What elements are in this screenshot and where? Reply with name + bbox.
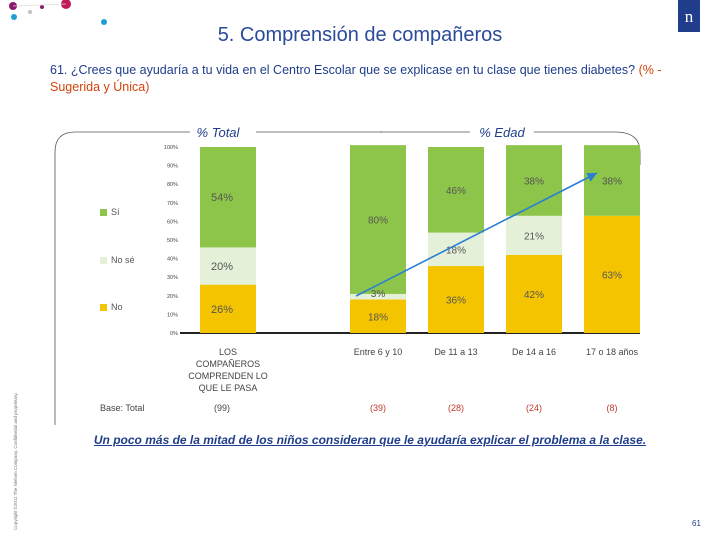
question-note: (% - Sugerida y Única) <box>50 63 662 94</box>
y-tick-label: 20% <box>167 294 178 300</box>
data-label: 26% <box>211 304 233 316</box>
total-bracket <box>54 131 190 425</box>
base-value: (24) <box>525 403 542 413</box>
copyright-text: Copyright ©2011 The Nielsen Company. Con… <box>13 392 18 530</box>
decor-dot <box>101 19 107 25</box>
y-tick-label: 30% <box>167 275 178 281</box>
conclusion-text: Un poco más de la mitad de los niños con… <box>93 433 647 447</box>
bar-segment-s- <box>506 145 562 216</box>
base-value: (28) <box>447 403 464 413</box>
data-label: 46% <box>446 186 466 197</box>
data-label: 18% <box>446 245 466 256</box>
bar-segment-no <box>584 215 640 333</box>
page-title: 5. Comprensión de compañeros <box>217 24 503 46</box>
bar-segment-s- <box>350 145 406 294</box>
category-label: 17 o 18 años <box>585 347 639 357</box>
page-number: 61 <box>692 519 701 528</box>
legend-label: No <box>111 302 123 312</box>
group-heading: % Edad <box>479 125 525 140</box>
y-tick-label: 70% <box>167 201 178 207</box>
y-tick-label: 10% <box>167 312 178 318</box>
decor-line <box>12 3 67 7</box>
decor-dot <box>28 10 32 14</box>
base-title: Base: Total <box>100 403 145 413</box>
data-label: 36% <box>446 296 466 307</box>
data-label: 20% <box>211 261 233 273</box>
legend-item: Sí <box>100 207 120 217</box>
category-label: De 11 a 13 <box>434 347 478 357</box>
decorative-dots <box>9 0 107 25</box>
bar-segment-no-s- <box>428 232 484 267</box>
bar-segment-no <box>200 284 256 333</box>
bar-segment-s- <box>428 147 484 233</box>
decor-dot <box>61 0 71 9</box>
category-label: De 14 a 16 <box>511 347 557 357</box>
bar-segment-s- <box>200 147 256 248</box>
y-tick-label: 100% <box>164 145 178 151</box>
legend-swatch <box>100 304 107 312</box>
stacked-bar-chart: % Total % Edad 0% 10% 20% 30% 40% 50% 60% 70% 80% 9… <box>54 125 641 425</box>
bar-segment-no <box>506 254 562 333</box>
data-label: 63% <box>602 270 622 281</box>
bar-segment-no <box>350 299 406 333</box>
legend-item: No sé <box>100 255 135 265</box>
data-label: 42% <box>524 290 544 301</box>
question-text: 61. ¿Crees que ayudaría a tu vida en el … <box>50 62 690 96</box>
y-tick-label: 60% <box>167 219 178 225</box>
legend-label: Sí <box>111 207 120 217</box>
data-label: 18% <box>368 312 388 323</box>
legend-swatch <box>100 209 107 217</box>
bar-segment-no <box>428 266 484 333</box>
base-value: (99) <box>213 403 230 413</box>
legend-label: No sé <box>111 255 135 265</box>
decor-dot <box>11 14 17 20</box>
data-label: 38% <box>602 176 622 187</box>
brand-logo: n <box>678 0 700 32</box>
bar-segment-no-s- <box>200 247 256 285</box>
category-label: LOS COMPAÑEROS COMPRENDEN LO QUE LE PASA <box>188 347 268 393</box>
data-label: 3% <box>371 289 386 300</box>
y-tick-label: 90% <box>167 164 178 170</box>
question-main: 61. ¿Crees que ayudaría a tu vida en el … <box>50 63 636 77</box>
y-tick-label: 80% <box>167 182 178 188</box>
y-tick-label: 40% <box>167 257 178 263</box>
bar-segment-no-s- <box>506 215 562 255</box>
base-value: (8) <box>606 403 618 413</box>
data-label: 21% <box>524 231 544 242</box>
data-label: 80% <box>368 216 388 227</box>
category-label: Entre 6 y 10 <box>353 347 403 357</box>
total-heading: % Total <box>197 125 241 140</box>
y-tick-label: 0% <box>170 331 178 337</box>
trend-arrow <box>355 172 598 297</box>
bar-segment-no-s- <box>350 293 406 300</box>
y-tick-label: 50% <box>167 238 178 244</box>
data-label: 54% <box>211 192 233 204</box>
data-label: 38% <box>524 176 544 187</box>
decor-dot <box>40 5 44 9</box>
legend-item: No <box>100 302 123 312</box>
legend-swatch <box>100 257 107 265</box>
base-value: (39) <box>369 403 386 413</box>
